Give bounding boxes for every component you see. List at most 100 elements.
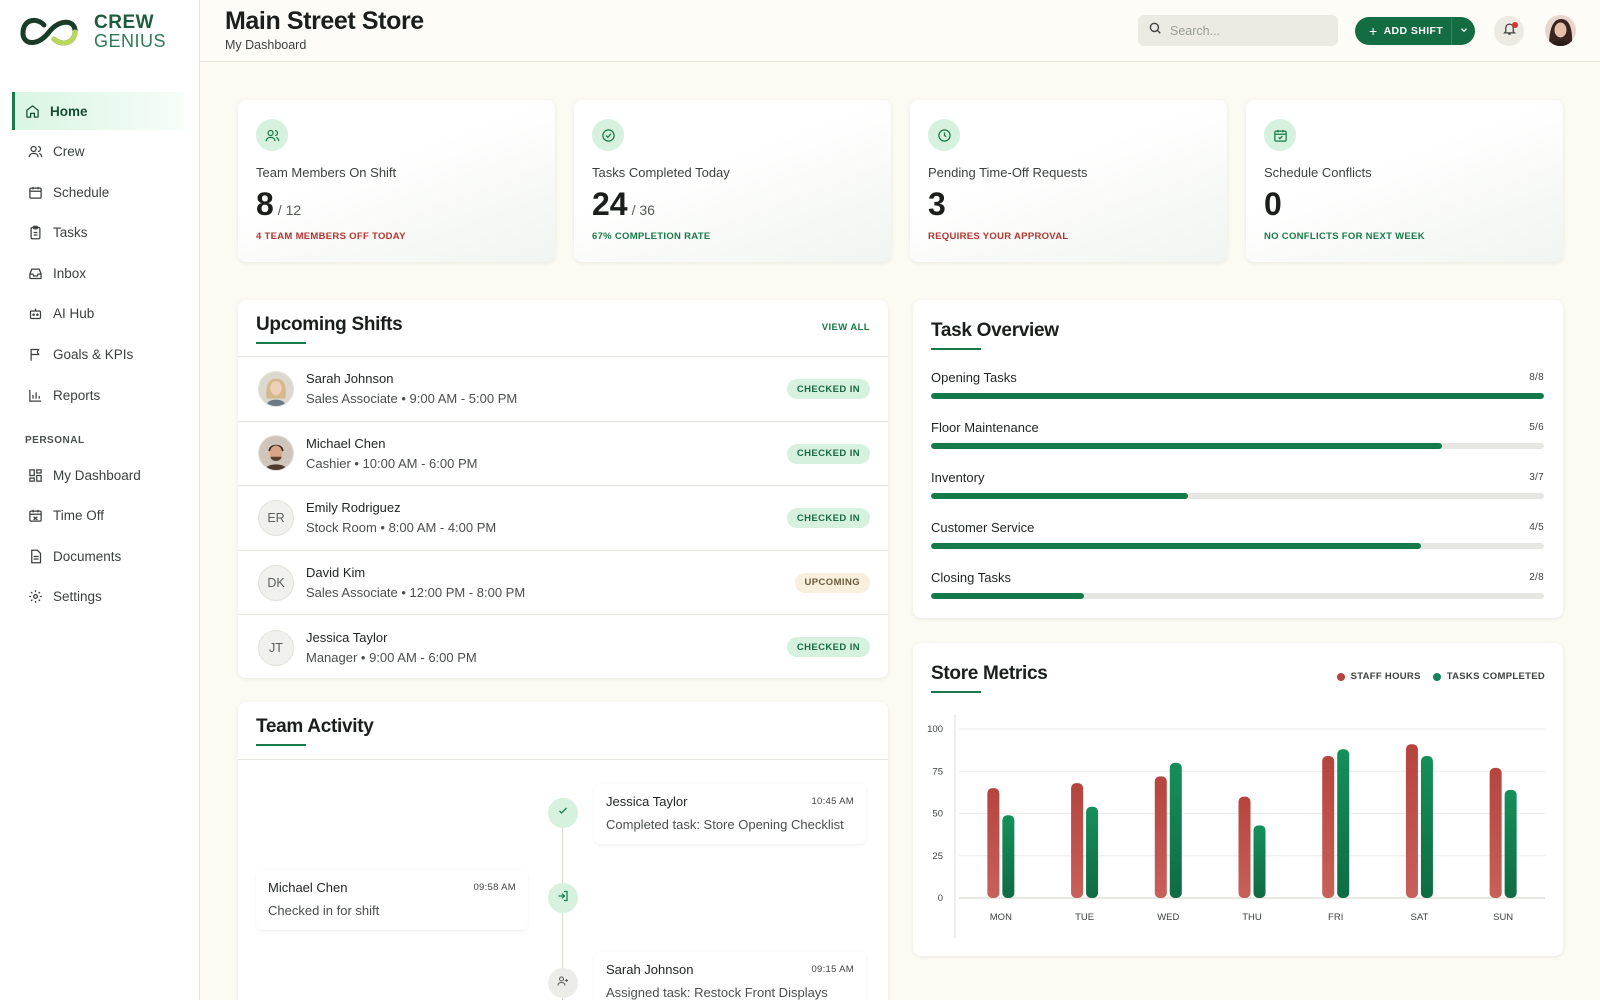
bar-staff-hours xyxy=(1238,796,1251,898)
add-shift-button[interactable]: + ADD SHIFT xyxy=(1355,17,1451,45)
stat-card-tasks-completed[interactable]: Tasks Completed Today 24/ 36 67% COMPLET… xyxy=(574,100,891,262)
search-input[interactable] xyxy=(1170,23,1320,38)
users-icon xyxy=(256,119,288,151)
infinity-logo-icon xyxy=(20,17,78,46)
progress-fill xyxy=(931,493,1189,499)
task-name: Inventory xyxy=(931,470,985,485)
shift-detail: Stock Room • 8:00 AM - 4:00 PM xyxy=(306,520,497,536)
y-tick-label: 75 xyxy=(932,766,943,777)
avatar-photo xyxy=(259,436,293,471)
shift-row[interactable]: Michael Chen Cashier • 10:00 AM - 6:00 P… xyxy=(238,422,888,487)
shift-row[interactable]: DK David Kim Sales Associate • 12:00 PM … xyxy=(238,551,888,616)
timeline-dot xyxy=(548,968,578,998)
timeline-dot xyxy=(548,798,578,828)
sidebar-item-ai-hub[interactable]: AI Hub xyxy=(12,295,184,333)
bar-tasks-completed xyxy=(1086,806,1099,898)
add-shift-dropdown-toggle[interactable] xyxy=(1451,17,1475,45)
page-title: Main Street Store xyxy=(225,7,424,35)
sidebar-item-label: Crew xyxy=(53,144,85,160)
check-icon xyxy=(557,804,569,822)
divider xyxy=(238,759,888,760)
sidebar-item-home[interactable]: Home xyxy=(12,92,184,130)
stat-card-pending-time-off[interactable]: Pending Time-Off Requests 3 REQUIRES YOU… xyxy=(910,100,1227,262)
task-progress-item[interactable]: Customer Service 4/5 xyxy=(931,520,1544,549)
task-overview-title: Task Overview xyxy=(931,320,1059,350)
calendar-check-icon xyxy=(1264,119,1296,151)
notifications-button[interactable] xyxy=(1494,16,1524,46)
bar-staff-hours xyxy=(1071,783,1084,898)
stat-label: Tasks Completed Today xyxy=(592,165,730,180)
sidebar-item-crew[interactable]: Crew xyxy=(12,133,184,171)
sidebar-item-label: Settings xyxy=(53,589,102,605)
user-avatar[interactable] xyxy=(1545,15,1576,46)
bar-staff-hours xyxy=(1405,744,1418,898)
legend-swatch xyxy=(1432,672,1441,681)
activity-card[interactable]: Sarah Johnson 09:15 AM Assigned task: Re… xyxy=(594,952,866,1000)
shift-row[interactable]: Sarah Johnson Sales Associate • 9:00 AM … xyxy=(238,357,888,422)
search-box[interactable] xyxy=(1138,15,1338,46)
shift-row[interactable]: ER Emily Rodriguez Stock Room • 8:00 AM … xyxy=(238,486,888,551)
activity-card[interactable]: Jessica Taylor 10:45 AM Completed task: … xyxy=(594,784,866,844)
stat-value: 24/ 36 xyxy=(592,186,655,223)
view-all-link[interactable]: VIEW ALL xyxy=(821,322,870,333)
add-shift-label: ADD SHIFT xyxy=(1383,25,1444,37)
sidebar-item-schedule[interactable]: Schedule xyxy=(12,173,184,211)
legend-label: STAFF HOURS xyxy=(1350,671,1421,682)
avatar: ER xyxy=(258,499,294,536)
progress-fill xyxy=(931,393,1544,399)
upcoming-shifts-title: Upcoming Shifts xyxy=(256,314,403,344)
activity-time: 09:58 AM xyxy=(473,882,516,893)
bar-chart-icon xyxy=(27,387,43,403)
sidebar: CREW GENIUS Home Crew Schedule Tasks Inb… xyxy=(0,0,200,1000)
avatar xyxy=(258,435,294,472)
shift-detail: Cashier • 10:00 AM - 6:00 PM xyxy=(306,455,478,471)
sidebar-item-inbox[interactable]: Inbox xyxy=(12,254,184,292)
stat-number: 0 xyxy=(1264,186,1282,222)
sidebar-item-reports[interactable]: Reports xyxy=(12,376,184,414)
shift-detail: Sales Associate • 9:00 AM - 5:00 PM xyxy=(306,391,518,407)
add-shift-button-group: + ADD SHIFT xyxy=(1355,17,1475,45)
chevron-down-icon xyxy=(1459,25,1469,38)
status-badge: CHECKED IN xyxy=(786,443,870,464)
stat-card-schedule-conflicts[interactable]: Schedule Conflicts 0 NO CONFLICTS FOR NE… xyxy=(1246,100,1563,262)
task-progress-item[interactable]: Floor Maintenance 5/6 xyxy=(931,420,1544,449)
activity-name: Michael Chen xyxy=(268,880,348,895)
y-tick-label: 100 xyxy=(927,724,943,735)
task-progress-item[interactable]: Opening Tasks 8/8 xyxy=(931,370,1544,399)
sidebar-section-personal: PERSONAL xyxy=(25,435,85,447)
stat-card-team-on-shift[interactable]: Team Members On Shift 8/ 12 4 TEAM MEMBE… xyxy=(238,100,555,262)
gear-icon xyxy=(27,589,43,605)
sidebar-item-my-dashboard[interactable]: My Dashboard xyxy=(12,456,184,494)
sidebar-item-documents[interactable]: Documents xyxy=(12,537,184,575)
progress-track xyxy=(931,493,1544,499)
bar-tasks-completed xyxy=(1002,815,1015,898)
task-progress-item[interactable]: Inventory 3/7 xyxy=(931,470,1544,499)
avatar: JT xyxy=(258,629,294,666)
shift-name: Emily Rodriguez xyxy=(306,500,401,516)
activity-card[interactable]: Michael Chen 09:58 AM Checked in for shi… xyxy=(256,870,528,930)
sidebar-item-tasks[interactable]: Tasks xyxy=(12,214,184,252)
task-count: 3/7 xyxy=(1529,472,1544,483)
sidebar-item-time-off[interactable]: Time Off xyxy=(12,497,184,535)
sidebar-item-label: Inbox xyxy=(53,265,87,281)
store-metrics-panel: Store Metrics STAFF HOURS TASKS COMPLETE… xyxy=(913,643,1563,956)
x-tick-label: FRI xyxy=(1328,912,1343,923)
stat-value: 0 xyxy=(1264,186,1286,223)
x-tick-label: SAT xyxy=(1411,912,1429,923)
shift-row[interactable]: JT Jessica Taylor Manager • 9:00 AM - 6:… xyxy=(238,615,888,680)
shift-name: David Kim xyxy=(306,565,366,581)
progress-fill xyxy=(931,543,1422,549)
task-progress-item[interactable]: Closing Tasks 2/8 xyxy=(931,570,1544,599)
user-plus-icon xyxy=(557,974,569,992)
bar-staff-hours xyxy=(1322,756,1335,898)
bar-tasks-completed xyxy=(1253,825,1266,898)
sidebar-item-settings[interactable]: Settings xyxy=(12,578,184,616)
sidebar-item-goals[interactable]: Goals & KPIs xyxy=(12,336,184,374)
task-count: 8/8 xyxy=(1529,372,1544,383)
calendar-off-icon xyxy=(27,508,43,524)
clipboard-icon xyxy=(27,225,43,241)
grid-icon xyxy=(27,467,43,483)
document-icon xyxy=(27,548,43,564)
brand-logo[interactable]: CREW GENIUS xyxy=(18,13,166,50)
upcoming-shifts-panel: Upcoming Shifts VIEW ALL Sarah Johnson S… xyxy=(238,300,888,678)
